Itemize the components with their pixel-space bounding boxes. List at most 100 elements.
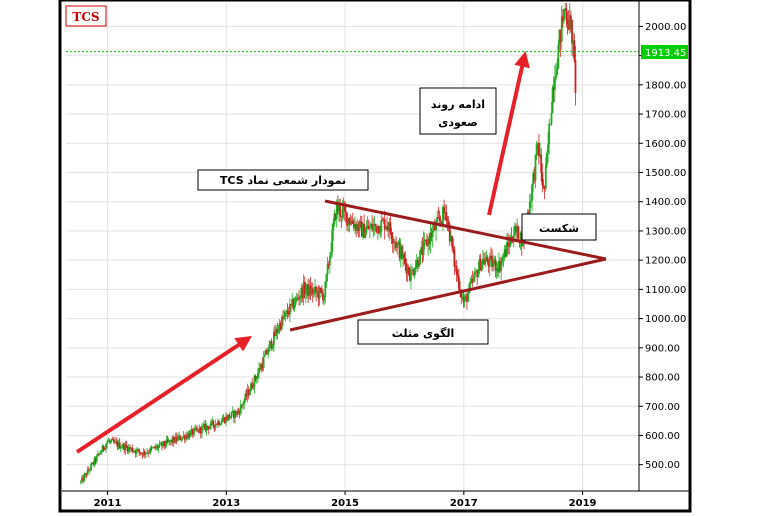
candle-body [311,288,314,295]
x-axis-ticks: 2011 2013 2015 2017 2019 [94,491,597,509]
candle-body [331,230,334,252]
candle-body [203,424,206,427]
candle-body [196,429,199,430]
candle-body [343,206,346,211]
candle-body [474,271,476,277]
candle-body [82,477,85,481]
candle-body [121,447,123,449]
candle-body [175,436,178,441]
candle-body [241,404,243,406]
candle-body [320,290,323,294]
candle-body [378,225,380,234]
candle-body [155,446,158,449]
candle-body [142,451,145,456]
candle-body [198,426,201,433]
candle-body [307,284,310,297]
candle-body [174,436,177,443]
candle-body [275,328,278,336]
candle-body [438,217,441,221]
candle-body [405,264,408,274]
candle-body [250,383,252,392]
candle-body [475,271,477,273]
candle-body [260,364,263,370]
candle-body [410,269,412,281]
y-tick-label: 1800.00 [645,80,686,91]
candle-body [365,228,368,234]
uptrend-arrow-1 [75,336,253,454]
candle-body [292,299,295,310]
candle-body [437,216,440,218]
candle-body [279,323,282,330]
candle-body [288,304,291,315]
candle-body [451,235,453,247]
candle-body [101,445,104,452]
candle-body [547,144,549,153]
candle-body [384,226,387,230]
candle-body [271,345,274,349]
candle-body [448,224,451,242]
candle-body [272,331,275,346]
candle-body [568,15,571,30]
candle-body [86,469,89,476]
candle-body [229,416,232,419]
chart-label-box [197,169,369,191]
candle-body [396,243,399,248]
candle-body [375,225,378,233]
candle-body [367,225,370,230]
candle-body [535,144,538,155]
candle-body [251,383,254,389]
candle-body [252,387,255,389]
y-tick-label: 800.00 [645,373,680,384]
triangle-lower-line [289,257,607,332]
candle-body [514,226,516,236]
candle-body [249,391,251,395]
candle-body [181,436,184,440]
candle-body [109,441,112,442]
candle-body [472,276,475,282]
candle-body [323,297,326,301]
candle-body [98,453,101,455]
candle-body [255,378,258,380]
candle-body [423,239,426,242]
candle-body [294,298,297,305]
candle-body [443,207,445,214]
candle-body [455,265,458,275]
candle-body [565,8,568,20]
uptrend-arrow-2 [487,50,530,216]
candle-body [233,410,235,419]
x-tick-label: 2015 [331,498,359,509]
candle-body [507,242,509,245]
x-tick-label: 2017 [450,498,478,509]
candle-body [560,16,563,42]
candle-body [572,40,575,44]
candle-body [124,444,127,451]
candle-body [341,209,344,217]
candle-body [325,274,328,282]
candle-body [569,15,572,20]
candle-body [527,212,530,214]
candle-body [563,8,565,21]
candle-body [435,222,438,231]
candle-body [191,429,194,435]
candle-body [541,172,544,185]
candle-body [114,441,117,443]
candle-body [374,224,377,226]
candle-body [464,295,467,298]
y-tick-label: 1500.00 [645,168,686,179]
candle-body [333,213,336,225]
candle-body [244,393,247,401]
candle-body [349,223,352,225]
candle-body [392,242,395,244]
candle-body [218,421,220,426]
candle-body [298,298,300,300]
candle-body [476,271,479,278]
candle-body [515,226,517,233]
candle-body [486,257,489,263]
candle-body [169,440,171,442]
candle-body [118,442,121,449]
candle-body [546,152,548,166]
candle-body [504,249,507,257]
candle-body [164,445,167,447]
candle-body [282,316,284,319]
candle-body [380,220,383,232]
